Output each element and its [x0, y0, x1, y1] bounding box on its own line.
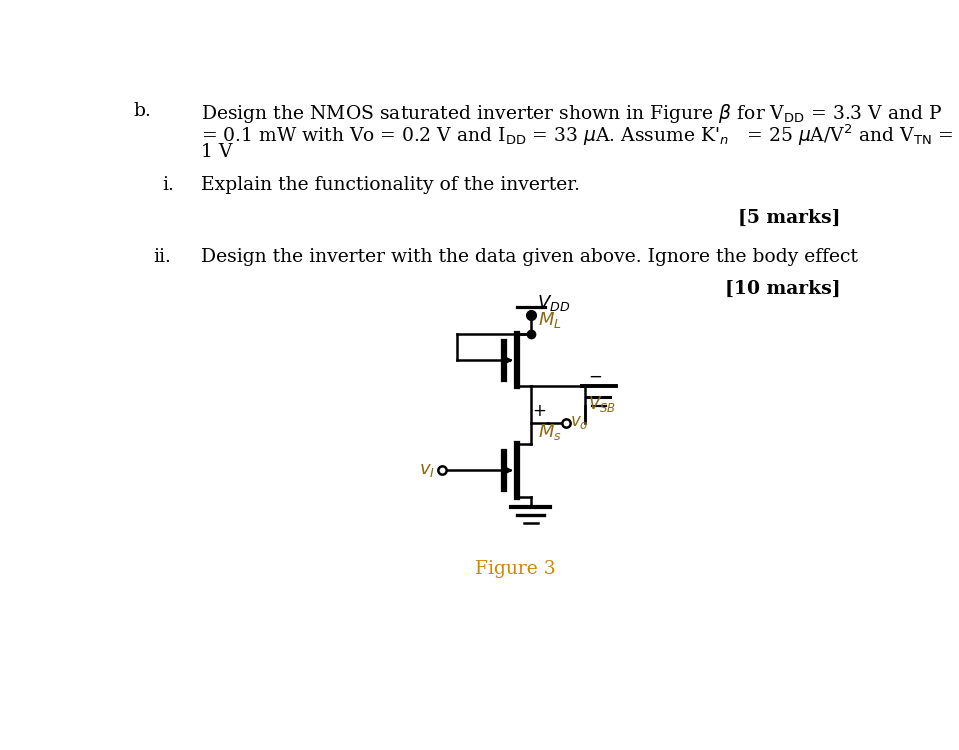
Text: $M_s$: $M_s$	[538, 422, 562, 442]
Text: $+$: $+$	[532, 404, 547, 420]
Text: Explain the functionality of the inverter.: Explain the functionality of the inverte…	[201, 176, 580, 194]
Text: $-$: $-$	[588, 368, 602, 384]
Text: [10 marks]: [10 marks]	[725, 280, 841, 298]
Text: Figure 3: Figure 3	[475, 560, 555, 578]
Text: $v_I$: $v_I$	[419, 461, 435, 479]
Text: $v_o$: $v_o$	[571, 414, 589, 431]
Text: 1 V: 1 V	[201, 143, 233, 161]
Text: $M_L$: $M_L$	[538, 310, 562, 330]
Text: = 0.1 mW with Vo = 0.2 V and I$_{\rm DD}$ = 33 $\mu$A. Assume K$'_n$   = 25 $\mu: = 0.1 mW with Vo = 0.2 V and I$_{\rm DD}…	[201, 122, 953, 148]
Text: i.: i.	[162, 176, 175, 194]
Text: b.: b.	[134, 101, 152, 119]
Text: [5 marks]: [5 marks]	[738, 209, 841, 226]
Text: ii.: ii.	[153, 248, 171, 266]
Text: Design the NMOS saturated inverter shown in Figure $\beta$ for V$_{\rm DD}$ = 3.: Design the NMOS saturated inverter shown…	[201, 101, 943, 124]
Text: $V_{SB}$: $V_{SB}$	[588, 394, 616, 414]
Text: Design the inverter with the data given above. Ignore the body effect: Design the inverter with the data given …	[201, 248, 858, 266]
Text: $V_{DD}$: $V_{DD}$	[537, 293, 570, 314]
